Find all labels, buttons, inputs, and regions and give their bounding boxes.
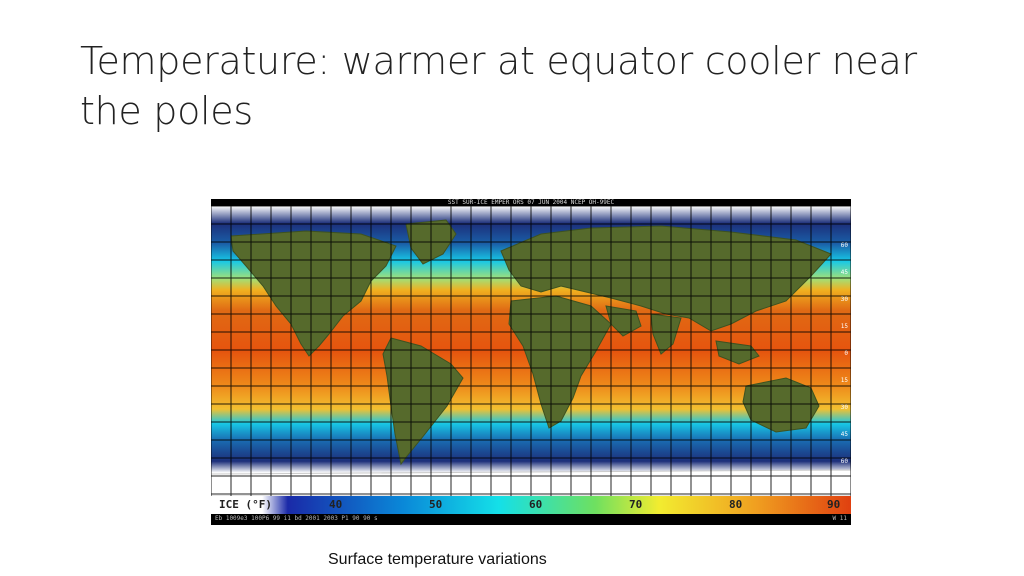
map-header: SST SUR-ICE EMPER ORS 07 JUN 2004 NCEP O… <box>211 199 851 206</box>
lat-label: 0 <box>844 350 848 357</box>
lat-label: 15 <box>840 323 848 330</box>
map-footer: ICE (°F) 40 50 60 70 80 90 Eb 1009e3 100… <box>211 496 851 525</box>
scale-label: 80 <box>729 498 743 511</box>
lat-label: 30 <box>840 296 848 303</box>
lat-label: 15 <box>840 377 848 384</box>
lat-label: 60 <box>840 458 848 465</box>
scale-label-ice: ICE (°F) <box>219 498 272 511</box>
map-image: 60 45 30 15 0 15 30 45 60 <box>211 206 851 496</box>
temperature-scale-bar <box>211 496 851 514</box>
temperature-map-svg <box>211 206 851 496</box>
slide-title: Temperature: warmer at equator cooler ne… <box>80 39 917 133</box>
scale-label: 60 <box>529 498 543 511</box>
footer-text: Eb 1009e3 100P6 99 i1 bd 2001 2003 P1 90… <box>215 515 378 522</box>
scale-label: 90 <box>827 498 841 511</box>
footer-right: W 11 <box>832 515 847 522</box>
lat-label: 45 <box>840 269 848 276</box>
sst-map: SST SUR-ICE EMPER ORS 07 JUN 2004 NCEP O… <box>211 199 851 525</box>
scale-label: 50 <box>429 498 443 511</box>
lat-label: 60 <box>840 242 848 249</box>
lat-label: 30 <box>840 404 848 411</box>
map-footer-info: Eb 1009e3 100P6 99 i1 bd 2001 2003 P1 90… <box>215 515 847 523</box>
figure-caption: Surface temperature variations <box>328 551 547 568</box>
lat-label: 45 <box>840 431 848 438</box>
scale-label: 70 <box>629 498 643 511</box>
scale-label: 40 <box>329 498 343 511</box>
